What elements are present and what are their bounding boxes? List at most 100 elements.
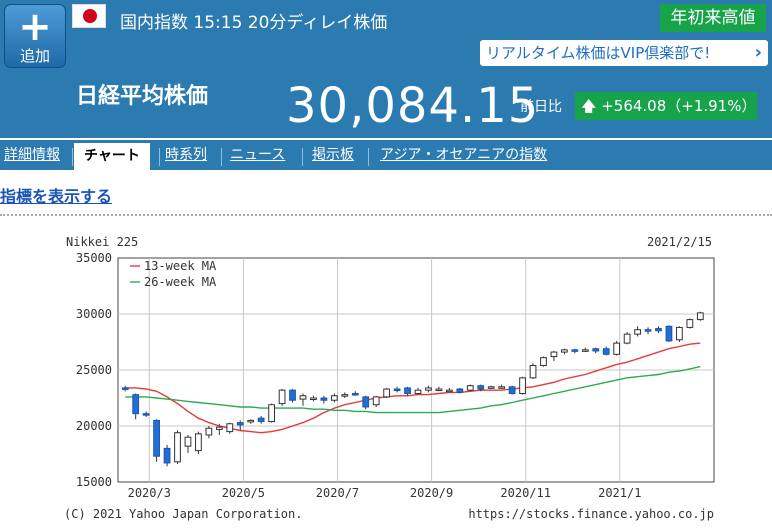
candle-body — [174, 432, 181, 463]
y-tick-label: 20000 — [76, 419, 112, 433]
candle-body — [404, 387, 411, 395]
ytd-high-badge: 年初来高値 — [660, 4, 766, 32]
candle-body — [383, 388, 391, 398]
candle-body — [498, 386, 506, 389]
chevron-right-icon: › — [754, 42, 762, 63]
candle — [236, 420, 244, 431]
candle-body — [184, 436, 192, 447]
ma26-line — [125, 365, 701, 414]
candle — [299, 393, 307, 406]
divider — [0, 214, 772, 216]
y-tick-label: 25000 — [76, 363, 112, 377]
candle-body — [205, 427, 213, 436]
price-change: +564.08（+1.91%） — [601, 97, 757, 115]
candle-body — [215, 426, 223, 430]
candle — [174, 430, 181, 465]
candle-body — [310, 397, 317, 400]
candle-body — [529, 365, 537, 379]
vip-club-link[interactable]: リアルタイム株価はVIP倶楽部で! › — [480, 40, 768, 66]
chart-title: Nikkei 225 — [66, 235, 138, 249]
candle — [623, 331, 631, 345]
candle — [414, 387, 422, 395]
candle-body — [351, 393, 359, 396]
x-tick-label: 2020/7 — [316, 486, 359, 500]
candle-body — [466, 385, 474, 391]
x-tick-label: 2021/1 — [598, 486, 641, 500]
candle-body — [142, 413, 150, 416]
candle — [508, 385, 516, 395]
legend-label: 13-week MA — [144, 259, 217, 273]
candle — [351, 391, 359, 396]
candle-body — [561, 349, 568, 353]
candle — [383, 387, 391, 398]
tab-details[interactable]: 詳細情報 — [4, 147, 60, 163]
candle — [425, 385, 432, 393]
candle-body — [634, 329, 641, 335]
ma13-line — [125, 342, 701, 434]
candle-body — [613, 342, 621, 355]
candle-body — [320, 397, 328, 401]
vip-link-label: リアルタイム株価はVIP倶楽部で! — [486, 44, 711, 62]
candle — [665, 325, 673, 342]
candle — [132, 393, 140, 420]
candle-body — [425, 387, 432, 391]
candle — [456, 387, 464, 394]
index-name: 日経平均株価 — [76, 84, 209, 109]
show-indicators-link[interactable]: 指標を表示する — [0, 187, 113, 206]
candle — [529, 363, 537, 379]
x-tick-label: 2020/5 — [222, 486, 265, 500]
candle — [634, 326, 641, 337]
add-to-portfolio-button[interactable]: + 追加 — [4, 4, 66, 68]
candle — [257, 415, 265, 424]
candle — [268, 403, 275, 423]
candle — [561, 348, 568, 355]
candle — [372, 395, 380, 407]
candle — [153, 419, 160, 462]
candle — [644, 327, 652, 335]
candle — [477, 384, 485, 392]
candle-body — [393, 388, 401, 392]
candle-body — [289, 389, 296, 401]
candle — [435, 386, 443, 392]
tab-news[interactable]: ニュース — [230, 147, 286, 163]
candle-body — [153, 419, 160, 457]
candle — [362, 395, 370, 410]
candle — [184, 434, 192, 453]
candle — [320, 395, 328, 404]
chart-date: 2021/2/15 — [647, 235, 712, 249]
x-tick-label: 2020/3 — [128, 486, 171, 500]
candle — [195, 431, 202, 454]
candle-body — [341, 394, 349, 397]
x-tick-label: 2020/9 — [410, 486, 453, 500]
candle-body — [121, 387, 129, 390]
candle — [592, 347, 600, 354]
candle-body — [571, 349, 579, 352]
candle-body — [477, 385, 485, 390]
tab-asia-oceania[interactable]: アジア・オセアニアの指数 — [380, 147, 548, 163]
candle — [550, 350, 558, 362]
tab-message-board[interactable]: 掲示板 — [312, 147, 354, 163]
candle-body — [330, 395, 338, 401]
copyright: (C) 2021 Yahoo Japan Corporation. — [64, 507, 302, 521]
candle — [121, 385, 129, 392]
candle-body — [236, 422, 244, 426]
tab-chart[interactable]: チャート — [74, 143, 150, 171]
candle — [498, 384, 506, 390]
y-tick-label: 30000 — [76, 307, 112, 321]
candle — [226, 422, 234, 434]
candle-body — [132, 394, 140, 415]
candle — [686, 318, 694, 329]
candle — [540, 356, 547, 367]
candle — [602, 346, 610, 356]
candle — [519, 376, 526, 395]
candle — [571, 348, 579, 354]
candle-body — [414, 389, 422, 395]
candle — [613, 340, 621, 356]
x-axis: 2020/3 2020/5 2020/7 2020/9 2020/11 2021/1 — [128, 486, 642, 500]
candle — [341, 392, 349, 398]
x-tick-label: 2020/11 — [500, 486, 551, 500]
candle-body — [623, 333, 631, 344]
y-tick-label: 15000 — [76, 475, 112, 489]
arrow-up-icon: 🡅 — [581, 97, 597, 115]
tab-timeseries[interactable]: 時系列 — [165, 147, 207, 163]
